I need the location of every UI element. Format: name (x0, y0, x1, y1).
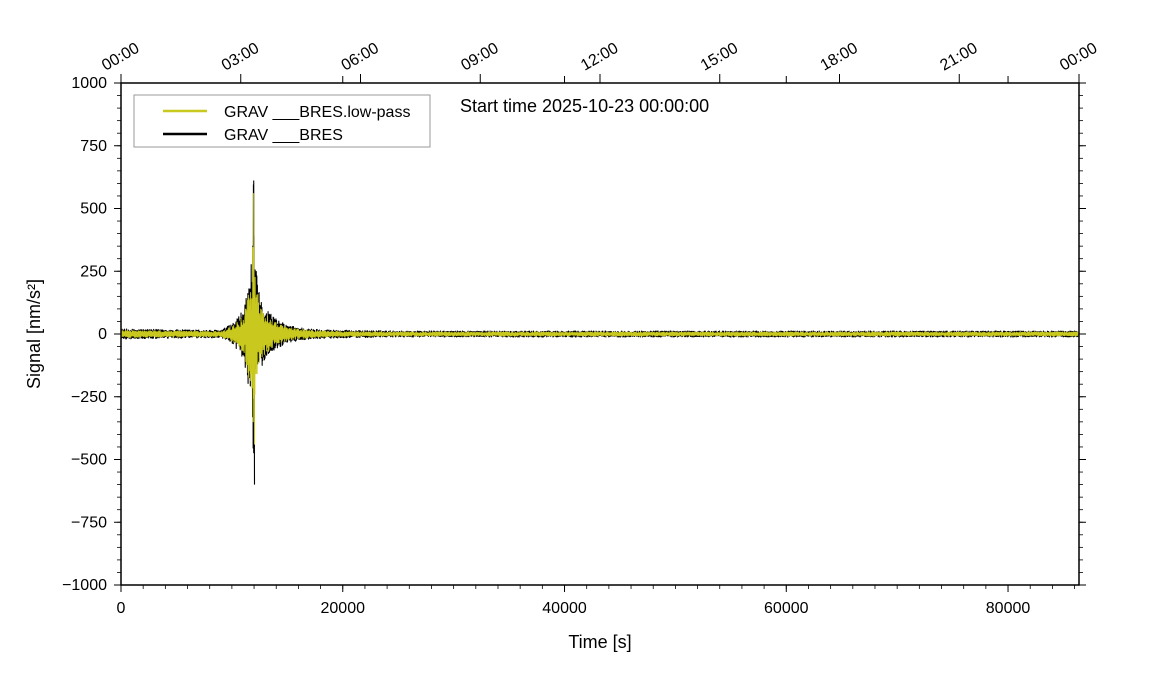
x-tick-label: 0 (117, 600, 126, 617)
x-tick-label: 60000 (764, 600, 809, 617)
y-tick-label: 500 (80, 201, 107, 218)
top-axis-label: 03:00 (219, 40, 262, 75)
y-tick-label: 250 (80, 263, 107, 280)
series-line-bres-low-pass (120, 192, 1080, 445)
legend: GRAV ___BRES.low-pass GRAV ___BRES (133, 94, 431, 148)
top-axis-label: 15:00 (698, 40, 741, 75)
top-axis-label: 00:00 (99, 40, 142, 75)
x-axis-title: Time [s] (568, 632, 631, 652)
y-axis-title: Signal [nm/s²] (24, 279, 44, 389)
top-axis-label: 06:00 (339, 40, 382, 75)
top-axis-label: 12:00 (578, 40, 621, 75)
y-tick-label: 750 (80, 138, 107, 155)
x-tick-label: 40000 (542, 600, 587, 617)
x-tick-label: 20000 (321, 600, 366, 617)
y-tick-label: 1000 (71, 75, 107, 92)
x-tick-label: 80000 (986, 600, 1031, 617)
start-time-annotation: Start time 2025-10-23 00:00:00 (460, 96, 709, 116)
legend-label: GRAV ___BRES.low-pass (224, 104, 410, 121)
y-tick-label: −750 (71, 514, 107, 531)
y-tick-label: 0 (98, 326, 107, 343)
plot-area (120, 180, 1080, 485)
legend-label: GRAV ___BRES (224, 127, 343, 144)
top-axis-label: 00:00 (1057, 40, 1100, 75)
top-axis-label: 09:00 (458, 40, 501, 75)
top-axis-label: 21:00 (937, 40, 980, 75)
top-axis-label: 18:00 (818, 40, 861, 75)
legend-box (133, 94, 431, 148)
y-tick-label: −1000 (62, 577, 107, 594)
y-tick-label: −500 (71, 452, 107, 469)
y-tick-label: −250 (71, 389, 107, 406)
